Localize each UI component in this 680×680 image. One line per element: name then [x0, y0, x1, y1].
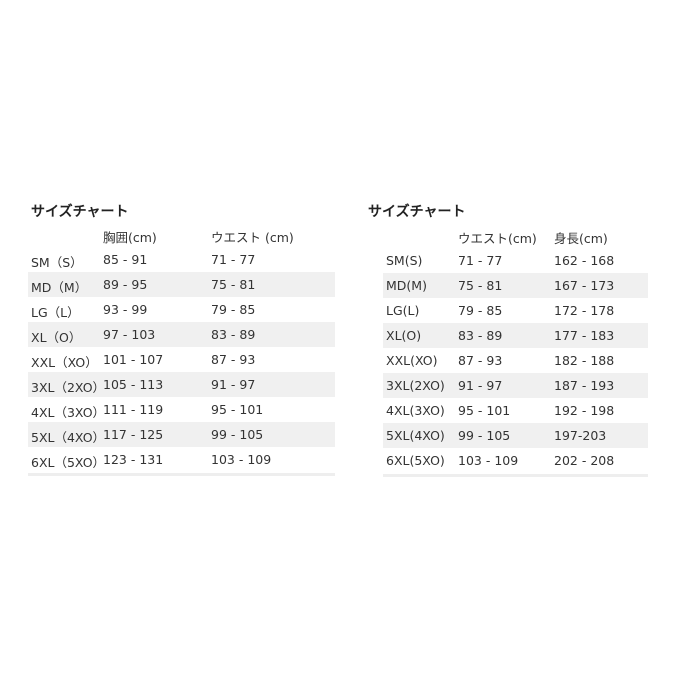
size-label: XXL(XO) — [386, 353, 438, 368]
measure-1: 123 - 131 — [103, 452, 164, 467]
table-row: 3XL(2XO) 91 - 97 187 - 193 — [383, 373, 648, 398]
right-header-height: 身長(cm) — [554, 231, 608, 246]
measure-2: 177 - 183 — [554, 328, 615, 343]
table-row: 3XL（2XO） 105 - 113 91 - 97 — [28, 372, 335, 397]
measure-2: 83 - 89 — [211, 327, 256, 342]
measure-1: 105 - 113 — [103, 377, 164, 392]
measure-1: 97 - 103 — [103, 327, 156, 342]
table-row: MD(M) 75 - 81 167 - 173 — [383, 273, 648, 298]
measure-2: 87 - 93 — [211, 352, 256, 367]
measure-1: 71 - 77 — [458, 253, 503, 268]
table-row: MD（M） 89 - 95 75 - 81 — [28, 272, 335, 297]
measure-1: 95 - 101 — [458, 403, 511, 418]
measure-1: 87 - 93 — [458, 353, 503, 368]
left-size-table: SM（S） 85 - 91 71 - 77 MD（M） 89 - 95 75 - 81 LG… — [28, 247, 335, 472]
measure-1: 111 - 119 — [103, 402, 164, 417]
table-row: 5XL(4XO) 99 - 105 197-203 — [383, 423, 648, 448]
table-row: 4XL（3XO） 111 - 119 95 - 101 — [28, 397, 335, 422]
size-label: 3XL(2XO) — [386, 378, 445, 393]
left-header-waist: ウエスト (cm) — [211, 230, 294, 245]
size-label: SM（S） — [31, 255, 83, 270]
size-label: 4XL(3XO) — [386, 403, 445, 418]
left-chart-title: サイズチャート — [31, 204, 129, 220]
measure-2: 79 - 85 — [211, 302, 256, 317]
size-label: SM(S) — [386, 253, 423, 268]
measure-2: 202 - 208 — [554, 453, 615, 468]
size-label: 6XL(5XO) — [386, 453, 445, 468]
measure-2: 182 - 188 — [554, 353, 615, 368]
size-label: MD(M) — [386, 278, 427, 293]
table-row: 4XL(3XO) 95 - 101 192 - 198 — [383, 398, 648, 423]
right-size-table: SM(S) 71 - 77 162 - 168 MD(M) 75 - 81 167 - 1… — [383, 248, 648, 473]
table-row: 5XL（4XO） 117 - 125 99 - 105 — [28, 422, 335, 447]
measure-1: 117 - 125 — [103, 427, 164, 442]
measure-2: 99 - 105 — [211, 427, 264, 442]
size-label: LG(L) — [386, 303, 420, 318]
measure-2: 192 - 198 — [554, 403, 615, 418]
left-table-bottom-rule — [28, 473, 335, 476]
table-row: XL(O) 83 - 89 177 - 183 — [383, 323, 648, 348]
measure-2: 162 - 168 — [554, 253, 615, 268]
measure-1: 83 - 89 — [458, 328, 503, 343]
table-row: 6XL(5XO) 103 - 109 202 - 208 — [383, 448, 648, 473]
size-label: 6XL（5XO） — [31, 455, 106, 470]
table-row: LG(L) 79 - 85 172 - 178 — [383, 298, 648, 323]
table-row: XXL(XO) 87 - 93 182 - 188 — [383, 348, 648, 373]
size-label: 3XL（2XO） — [31, 380, 106, 395]
size-label: LG（L） — [31, 305, 80, 320]
table-row: SM（S） 85 - 91 71 - 77 — [28, 247, 335, 272]
right-table-bottom-rule — [383, 474, 648, 477]
right-header-waist: ウエスト(cm) — [458, 231, 537, 246]
measure-1: 85 - 91 — [103, 252, 148, 267]
size-label: MD（M） — [31, 280, 88, 295]
measure-1: 93 - 99 — [103, 302, 148, 317]
measure-2: 187 - 193 — [554, 378, 615, 393]
measure-1: 103 - 109 — [458, 453, 519, 468]
table-row: 6XL（5XO） 123 - 131 103 - 109 — [28, 447, 335, 472]
measure-1: 99 - 105 — [458, 428, 511, 443]
table-row: LG（L） 93 - 99 79 - 85 — [28, 297, 335, 322]
size-label: XXL（XO） — [31, 355, 98, 370]
measure-1: 101 - 107 — [103, 352, 164, 367]
size-label: 5XL(4XO) — [386, 428, 445, 443]
table-row: SM(S) 71 - 77 162 - 168 — [383, 248, 648, 273]
measure-2: 75 - 81 — [211, 277, 256, 292]
size-label: XL(O) — [386, 328, 422, 343]
left-header-chest: 胸囲(cm) — [103, 230, 157, 245]
measure-1: 91 - 97 — [458, 378, 503, 393]
measure-2: 197-203 — [554, 428, 607, 443]
measure-2: 103 - 109 — [211, 452, 272, 467]
measure-2: 71 - 77 — [211, 252, 256, 267]
measure-1: 79 - 85 — [458, 303, 503, 318]
size-label: 5XL（4XO） — [31, 430, 106, 445]
size-label: XL（O） — [31, 330, 82, 345]
right-chart-title: サイズチャート — [368, 204, 466, 220]
measure-1: 75 - 81 — [458, 278, 503, 293]
measure-2: 167 - 173 — [554, 278, 615, 293]
measure-2: 91 - 97 — [211, 377, 256, 392]
measure-2: 95 - 101 — [211, 402, 264, 417]
measure-2: 172 - 178 — [554, 303, 615, 318]
table-row: XXL（XO） 101 - 107 87 - 93 — [28, 347, 335, 372]
table-row: XL（O） 97 - 103 83 - 89 — [28, 322, 335, 347]
measure-1: 89 - 95 — [103, 277, 148, 292]
size-label: 4XL（3XO） — [31, 405, 106, 420]
